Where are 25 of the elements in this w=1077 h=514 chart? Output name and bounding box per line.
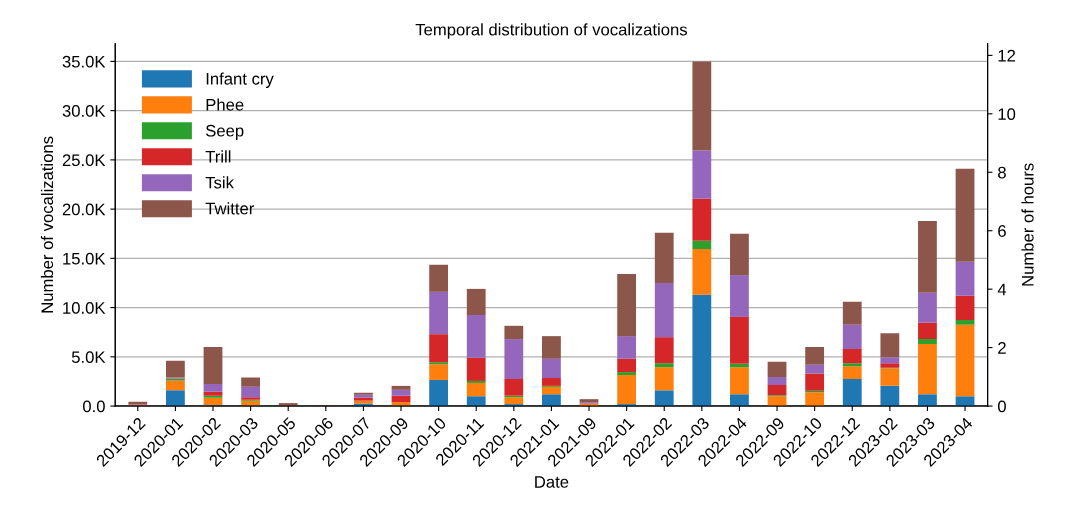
y-tick-label: 20.0K (62, 203, 106, 216)
y-axis-title: Number of vocalizations (40, 136, 54, 313)
chart-title: Temporal distribution of vocalizations (415, 23, 688, 39)
y2-tick-label: 12 (998, 49, 1016, 62)
y-tick-label: 25.0K (62, 154, 106, 167)
legend-label: Infant cry (206, 72, 274, 88)
y2-tick-label: 4 (997, 283, 1007, 296)
y2-tick-label: 0 (997, 400, 1006, 413)
legend-label: Tsik (205, 176, 234, 189)
y-tick-label: 0.0 (83, 400, 105, 413)
x-axis-title: Date (535, 476, 569, 488)
legend-label: Twitter (205, 202, 255, 215)
y2-tick-label: 2 (998, 342, 1006, 354)
y-tick-label: 5.0K (71, 351, 106, 364)
y2-axis-title: Number of hours (1021, 163, 1034, 286)
legend-label: Trill (205, 150, 231, 163)
legend-label: Seep (206, 124, 244, 140)
y-tick-label: 35.0K (62, 55, 106, 68)
y2-tick-label: 10 (998, 108, 1016, 121)
y2-tick-label: 8 (998, 166, 1006, 179)
y-tick-label: 10.0K (63, 301, 106, 314)
y-tick-label: 15.0K (63, 252, 106, 265)
y2-tick-label: 6 (998, 225, 1006, 237)
y-tick-label: 30.0K (62, 105, 106, 117)
legend-label: Phee (206, 98, 244, 111)
